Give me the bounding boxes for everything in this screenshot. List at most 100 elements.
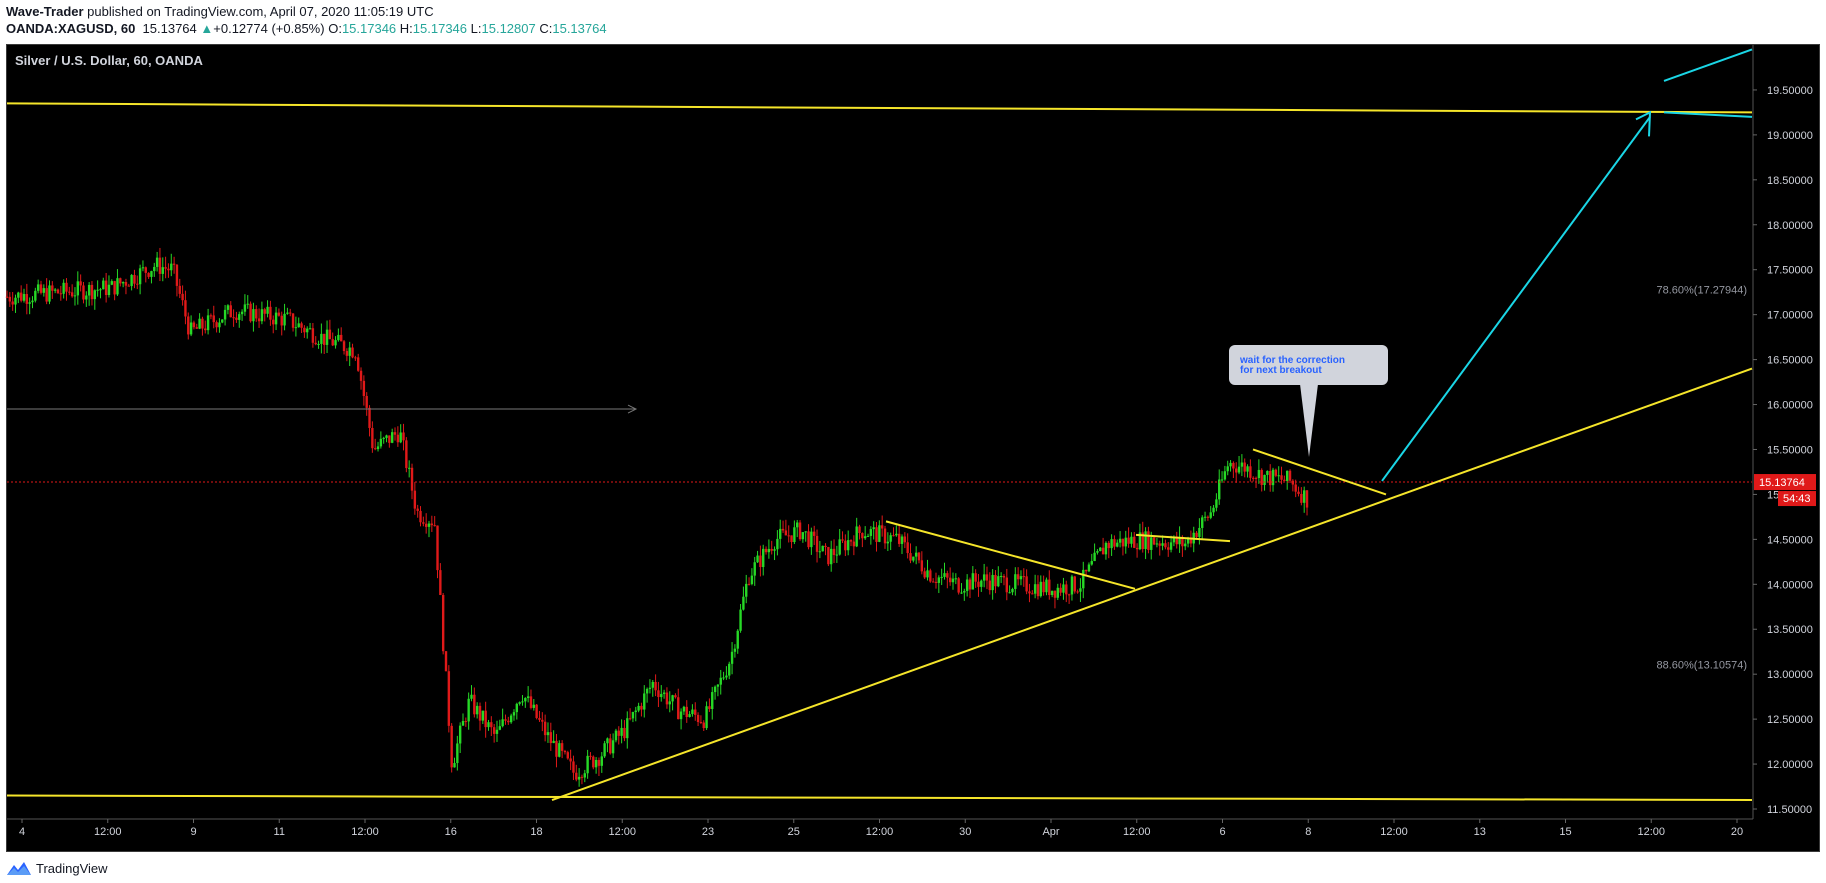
candle-body <box>897 533 901 544</box>
footer-brand[interactable]: TradingView <box>36 860 108 876</box>
candle-body <box>852 541 856 547</box>
candle-body <box>65 282 68 292</box>
candle-body <box>450 725 453 768</box>
candle-body <box>427 523 431 527</box>
candle-body <box>1178 536 1181 545</box>
candle-body <box>702 722 705 729</box>
candle-body <box>144 267 147 273</box>
countdown-box <box>1778 491 1816 507</box>
candle-body <box>977 581 980 587</box>
candle-body <box>195 327 198 329</box>
candle-body <box>1198 527 1201 537</box>
candle-body <box>960 592 963 594</box>
candle-body <box>133 274 136 284</box>
candle-body <box>277 312 281 316</box>
candle-body <box>308 328 312 330</box>
candle-body <box>657 690 660 698</box>
candle-body <box>671 695 674 702</box>
candle-body <box>433 525 436 527</box>
candle-body <box>691 709 694 715</box>
candle-body <box>1164 543 1167 548</box>
x-tick-label: 12:00 <box>866 826 894 838</box>
candle-body <box>407 467 411 469</box>
candle-body <box>543 721 547 736</box>
candle-body <box>306 328 309 333</box>
candle-body <box>988 580 992 591</box>
rising-trendline <box>551 367 1753 801</box>
candle-body <box>246 303 249 305</box>
candle-body <box>971 573 975 590</box>
candle-body <box>968 579 972 590</box>
candle-body <box>1155 543 1159 545</box>
candle-body <box>1011 588 1014 593</box>
candle-body <box>90 284 94 300</box>
candle-body <box>906 542 909 554</box>
candle-body <box>1141 532 1144 549</box>
candle-body <box>835 554 839 556</box>
y-tick-label: 17.00000 <box>1767 310 1813 322</box>
candle-body <box>1039 581 1042 597</box>
y-tick-label: 13.50000 <box>1767 624 1813 636</box>
candle-body <box>863 536 867 539</box>
candle-body <box>713 686 717 693</box>
candle-body <box>569 758 572 762</box>
candle-body <box>594 759 598 768</box>
candle-body <box>883 528 887 544</box>
x-tick-label: 12:00 <box>94 826 122 838</box>
candle-body <box>1215 499 1218 508</box>
candle-body <box>34 290 37 301</box>
candle-body <box>747 583 751 585</box>
candle-body <box>286 312 289 314</box>
candle-body <box>280 315 283 326</box>
candle-body <box>153 266 156 272</box>
candle-body <box>257 318 261 322</box>
candle-body <box>1087 564 1091 572</box>
arrow-head-icon <box>1635 110 1652 137</box>
candle-body <box>838 539 841 555</box>
candle-body <box>875 527 878 542</box>
candle-body <box>1269 470 1272 486</box>
candle-body <box>824 545 827 548</box>
candle-body <box>198 318 201 329</box>
candle-body <box>858 526 861 534</box>
candle-body <box>651 681 654 688</box>
y-tick-label: 12.50000 <box>1767 714 1813 726</box>
candle-body <box>260 309 264 322</box>
candle-body <box>631 711 635 719</box>
candle-body <box>1294 484 1297 492</box>
chart-area[interactable] <box>6 44 1820 852</box>
candle-body <box>495 729 499 734</box>
x-tick-label: 16 <box>445 826 457 838</box>
candle-body <box>410 467 414 491</box>
candle-body <box>1169 542 1173 550</box>
candle-body <box>215 322 218 328</box>
candle-body <box>504 719 507 721</box>
candle-body <box>8 296 12 302</box>
candle-body <box>1305 490 1309 508</box>
candle-body <box>393 432 397 435</box>
tradingview-logo-icon <box>7 862 31 875</box>
candle-body <box>1249 466 1252 478</box>
author-name[interactable]: Wave-Trader <box>6 4 84 19</box>
candle-body <box>1059 587 1062 593</box>
candle-body <box>297 323 300 328</box>
candle-body <box>1266 470 1269 475</box>
candle-body <box>17 292 20 298</box>
candle-body <box>1237 466 1241 473</box>
candle-body <box>82 285 85 300</box>
candle-body <box>524 698 527 702</box>
candle-body <box>1218 479 1221 500</box>
candle-body <box>784 530 788 536</box>
candle-body <box>11 301 14 305</box>
candle-body <box>289 312 292 314</box>
candle-body <box>51 285 54 291</box>
candle-body <box>62 282 65 294</box>
callout-box <box>1229 345 1388 385</box>
candle-body <box>31 300 34 303</box>
candle-body <box>600 756 603 766</box>
y-tick-label: 14.50000 <box>1767 534 1813 546</box>
candle-body <box>487 722 490 728</box>
candle-body <box>283 313 286 326</box>
candle-body <box>807 531 810 548</box>
